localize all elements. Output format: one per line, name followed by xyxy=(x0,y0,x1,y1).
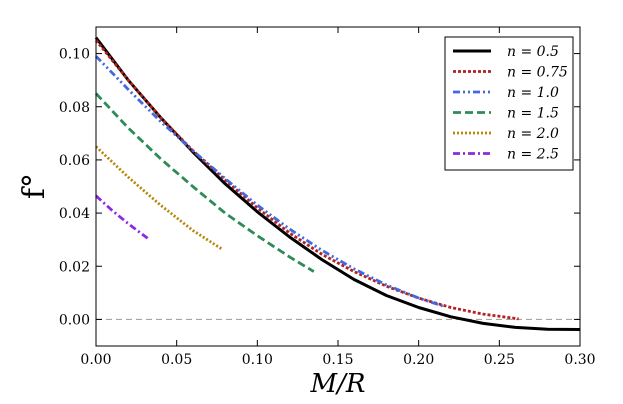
x-tick-label: 0.00 xyxy=(80,352,111,368)
y-tick-label: 0.02 xyxy=(59,259,90,275)
series-layer xyxy=(94,36,581,331)
y-axis-ticks: 0.00 0.02 0.04 0.06 0.08 0.10 xyxy=(59,47,580,328)
legend-label-1: n = 0.75 xyxy=(507,65,568,81)
series-line-3 xyxy=(94,92,315,273)
x-tick-label: 0.30 xyxy=(564,352,595,368)
legend-box xyxy=(444,36,574,171)
legend-label-2: n = 1.0 xyxy=(507,85,559,101)
y-tick-label: 0.10 xyxy=(59,47,90,63)
y-tick-label: 0.06 xyxy=(59,153,90,169)
y-tick-label: 0.00 xyxy=(59,312,90,328)
series-line-0 xyxy=(94,36,581,331)
x-tick-label: 0.20 xyxy=(403,352,434,368)
series-line-1 xyxy=(94,39,519,321)
series-line-2 xyxy=(94,55,444,308)
x-tick-label: 0.25 xyxy=(484,352,515,368)
legend-label-4: n = 2.0 xyxy=(507,126,559,142)
x-axis-ticks: 0.00 0.05 0.10 0.15 0.20 0.25 0.30 xyxy=(80,27,596,368)
x-axis-label: M/R xyxy=(310,369,366,399)
y-tick-label: 0.04 xyxy=(59,206,90,222)
x-tick-label: 0.05 xyxy=(161,352,192,368)
x-tick-label: 0.10 xyxy=(242,352,273,368)
series-line-5 xyxy=(95,194,149,240)
series-line-4 xyxy=(95,145,223,251)
legend: n = 0.5 n = 0.75 n = 1.0 n = 1.5 n = 2.0 n = … xyxy=(444,36,574,171)
legend-label-3: n = 1.5 xyxy=(507,106,559,122)
legend-label-0: n = 0.5 xyxy=(507,44,559,60)
x-tick-label: 0.15 xyxy=(322,352,353,368)
y-axis-label: f° xyxy=(17,173,52,199)
y-tick-label: 0.08 xyxy=(59,100,90,116)
legend-label-5: n = 2.5 xyxy=(507,147,559,163)
